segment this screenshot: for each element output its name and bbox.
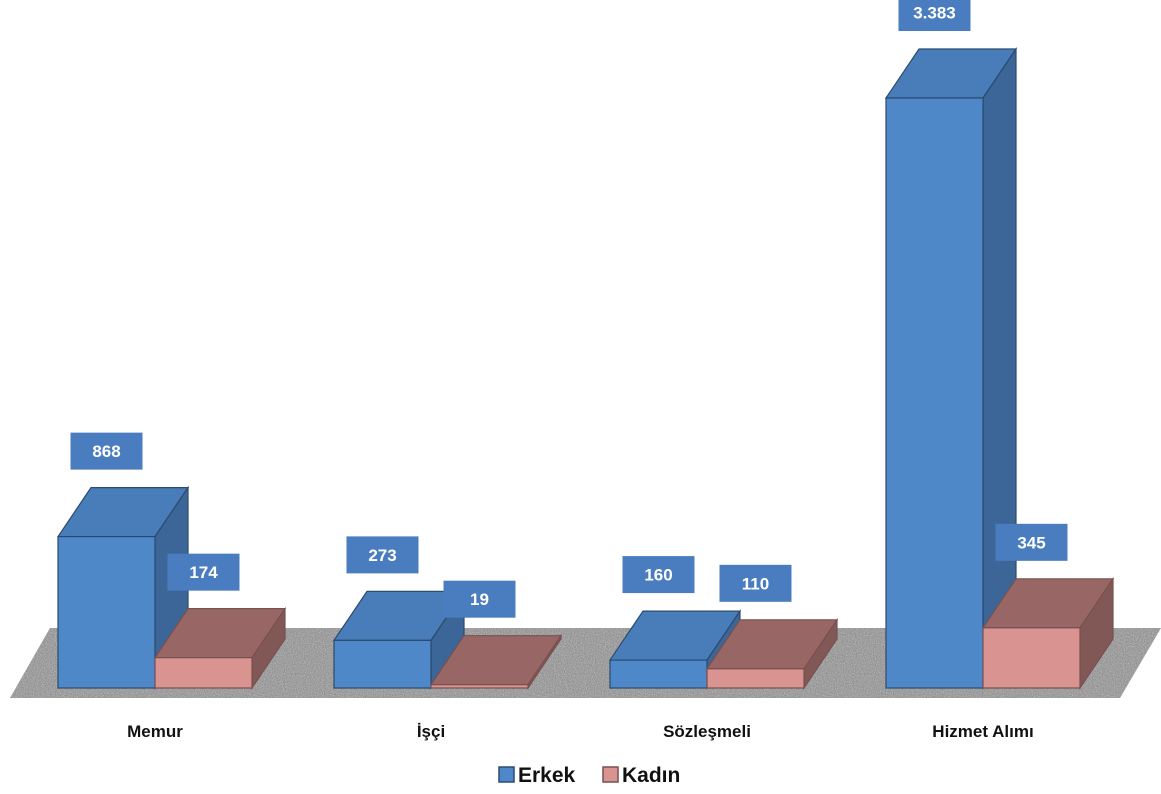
data-labels: 868 174 273 19 160 110 3.383 345 — [70, 0, 1068, 618]
bar-front-face — [706, 668, 805, 689]
legend-label: Kadın — [622, 764, 680, 787]
data-label-box — [995, 523, 1068, 561]
bar-kadın-0 — [153, 606, 287, 690]
data-label-text: 868 — [92, 442, 120, 461]
data-label-kadın-2: 110 — [719, 564, 792, 602]
category-label: İşçi — [417, 722, 445, 741]
bar-front-face — [609, 659, 708, 689]
bar-kadın-2 — [705, 617, 839, 690]
data-label-box — [167, 553, 240, 591]
data-label-box — [346, 536, 419, 574]
data-label-box — [443, 580, 516, 618]
data-label-box — [898, 0, 971, 31]
bar-kadın-3 — [981, 576, 1115, 690]
data-label-erkek-3: 3.383 — [898, 0, 971, 31]
category-label: Hizmet Alımı — [932, 722, 1033, 741]
bar-front-face — [885, 97, 984, 689]
floor-texture — [10, 628, 1161, 698]
bar-erkek-1 — [332, 589, 466, 690]
plot-area — [56, 47, 1115, 690]
data-label-erkek-1: 273 — [346, 536, 419, 574]
legend-swatch — [498, 766, 515, 783]
data-label-kadın-0: 174 — [167, 553, 240, 591]
legend-label: Erkek — [518, 764, 576, 787]
data-label-erkek-0: 868 — [70, 432, 143, 470]
bar-front-face — [430, 684, 529, 689]
bar-front-face — [154, 657, 253, 689]
data-label-text: 3.383 — [913, 4, 956, 23]
legend-swatch — [602, 766, 619, 783]
category-label: Sözleşmeli — [663, 722, 751, 741]
data-label-box — [719, 564, 792, 602]
data-label-box — [622, 556, 695, 594]
bar-erkek-3 — [884, 47, 1018, 690]
chart-floor — [10, 628, 1161, 698]
legend-item-erkek: Erkek — [498, 764, 576, 787]
bar-kadın-1 — [429, 633, 563, 690]
data-label-kadın-1: 19 — [443, 580, 516, 618]
data-label-text: 273 — [368, 546, 396, 565]
category-axis: Memur İşçi Sözleşmeli Hizmet Alımı — [127, 722, 1034, 741]
legend: Erkek Kadın — [498, 764, 680, 787]
category-label: Memur — [127, 722, 183, 741]
data-label-box — [70, 432, 143, 470]
data-label-kadın-3: 345 — [995, 523, 1068, 561]
data-label-erkek-2: 160 — [622, 556, 695, 594]
bar-front-face — [982, 627, 1081, 689]
data-label-text: 174 — [189, 563, 218, 582]
data-label-text: 345 — [1017, 533, 1045, 552]
data-label-text: 160 — [644, 566, 672, 585]
data-label-text: 19 — [470, 590, 489, 609]
legend-item-kadın: Kadın — [602, 764, 680, 787]
bar-front-face — [57, 536, 156, 689]
data-label-text: 110 — [742, 574, 769, 593]
bar-front-face — [333, 639, 432, 689]
